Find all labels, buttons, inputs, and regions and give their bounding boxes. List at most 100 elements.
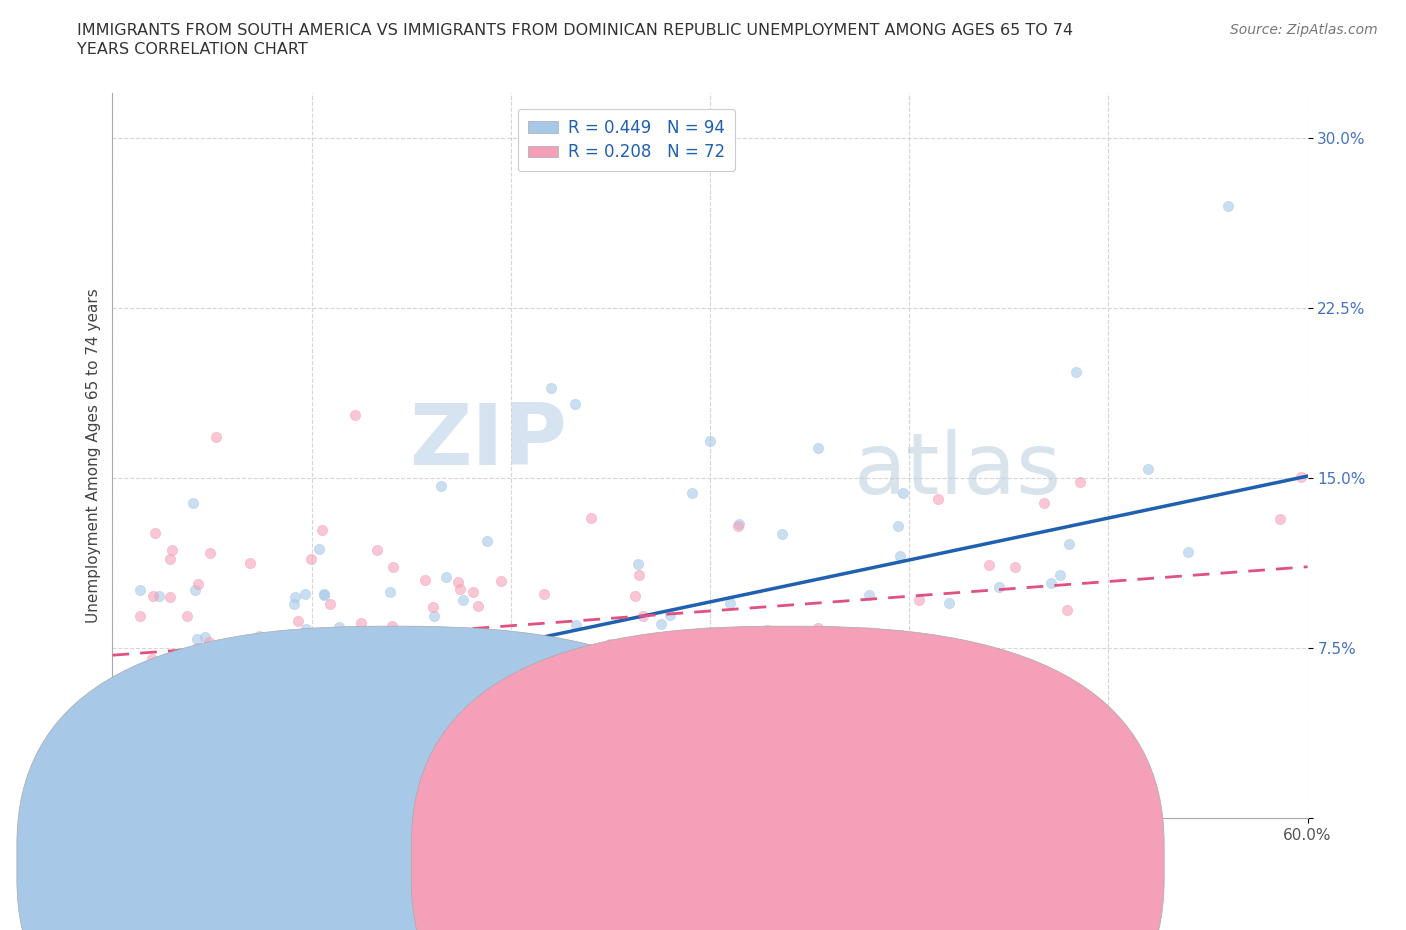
Point [180, 748, 202, 763]
Point [728, 516, 751, 531]
Point [148, 790, 170, 804]
Point [1039, 576, 1062, 591]
Point [423, 609, 446, 624]
Point [1033, 496, 1056, 511]
Point [308, 541, 330, 556]
Point [143, 525, 166, 540]
Point [350, 616, 373, 631]
Point [129, 582, 152, 597]
Point [299, 551, 322, 566]
Point [1177, 544, 1199, 559]
Point [326, 639, 349, 654]
Point [927, 491, 949, 506]
Point [366, 542, 388, 557]
Point [756, 623, 779, 638]
Point [467, 599, 489, 614]
Point [1069, 475, 1091, 490]
Point [312, 587, 335, 602]
Text: ZIP: ZIP [409, 400, 567, 483]
Point [298, 696, 321, 711]
Point [187, 577, 209, 591]
Point [1004, 560, 1026, 575]
Point [474, 651, 496, 666]
Point [463, 584, 485, 599]
Point [284, 590, 307, 604]
Point [1268, 512, 1291, 526]
Point [908, 593, 931, 608]
Point [770, 526, 793, 541]
Point [311, 523, 333, 538]
Point [498, 749, 520, 764]
Point [451, 592, 474, 607]
Point [155, 668, 177, 683]
Point [1056, 603, 1078, 618]
Point [159, 551, 181, 566]
Text: Source: ZipAtlas.com: Source: ZipAtlas.com [1230, 23, 1378, 37]
Point [430, 479, 453, 494]
Point [977, 557, 1000, 572]
Point [1049, 568, 1071, 583]
Point [925, 684, 948, 698]
Text: IMMIGRANTS FROM SOUTH AMERICA VS IMMIGRANTS FROM DOMINICAN REPUBLIC UNEMPLOYMENT: IMMIGRANTS FROM SOUTH AMERICA VS IMMIGRA… [77, 23, 1073, 38]
Point [627, 556, 650, 571]
Point [891, 485, 914, 500]
Point [256, 723, 278, 737]
Point [247, 629, 270, 644]
Point [631, 608, 654, 623]
Point [128, 608, 150, 623]
Point [378, 584, 401, 599]
Point [887, 519, 910, 534]
Text: Immigrants from South America: Immigrants from South America [429, 855, 675, 870]
Point [176, 609, 198, 624]
Point [162, 542, 184, 557]
Point [159, 590, 181, 604]
Point [494, 666, 516, 681]
Point [188, 800, 211, 815]
Point [807, 621, 830, 636]
Point [422, 599, 444, 614]
Point [276, 732, 298, 747]
Point [205, 430, 228, 445]
Point [294, 587, 316, 602]
Point [544, 702, 567, 717]
Point [141, 652, 163, 667]
Point [198, 635, 221, 650]
Point [204, 644, 226, 659]
Point [727, 518, 749, 533]
Point [312, 587, 335, 602]
Point [136, 674, 159, 689]
Point [167, 800, 190, 815]
Point [176, 679, 198, 694]
Point [159, 776, 181, 790]
Point [434, 570, 457, 585]
Point [295, 686, 318, 701]
Point [565, 618, 588, 632]
Point [889, 549, 911, 564]
Point [624, 589, 647, 604]
Point [214, 786, 236, 801]
Point [150, 677, 173, 692]
Point [405, 656, 427, 671]
Point [1216, 199, 1239, 214]
Point [359, 643, 381, 658]
Point [446, 575, 468, 590]
Point [173, 667, 195, 682]
Point [681, 485, 703, 500]
Text: YEARS CORRELATION CHART: YEARS CORRELATION CHART [77, 42, 308, 57]
Point [718, 596, 741, 611]
Point [799, 698, 821, 713]
Point [318, 659, 340, 674]
Point [160, 662, 183, 677]
Point [627, 567, 650, 582]
Point [938, 596, 960, 611]
Point [239, 659, 262, 674]
Point [186, 667, 208, 682]
Point [283, 596, 305, 611]
Point [659, 608, 682, 623]
Point [409, 652, 432, 667]
Point [141, 800, 163, 815]
Point [152, 800, 174, 815]
Point [381, 559, 404, 574]
Point [131, 727, 153, 742]
Point [143, 787, 166, 802]
